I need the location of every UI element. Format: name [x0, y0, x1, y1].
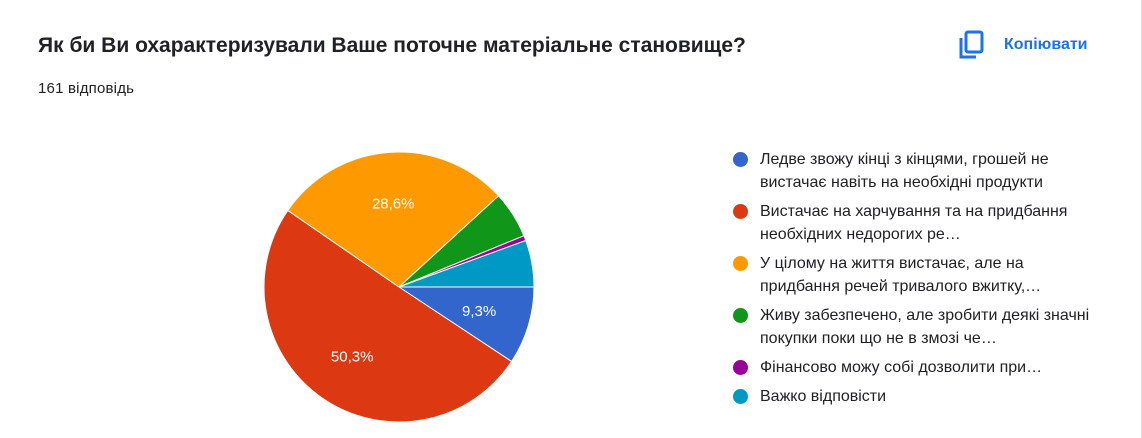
legend-item[interactable]: Живу забезпечено, але зробити деякі знач…: [733, 304, 1113, 350]
chart-legend: Ледве звожу кінці з кінцями, грошей не в…: [733, 148, 1113, 414]
copy-button-label: Копіювати: [1004, 36, 1088, 53]
legend-label: Важко відповісти: [760, 388, 887, 405]
pie-slice[interactable]: [287, 151, 500, 288]
slice-data-label: 28,6%: [372, 195, 415, 212]
question-title: Як би Ви охарактеризували Ваше поточне м…: [38, 34, 746, 57]
copy-button[interactable]: Копіювати: [958, 28, 1088, 62]
pie-slice[interactable]: [397, 286, 535, 363]
legend-label: Ледве звожу кінці з кінцями, грошей не в…: [760, 151, 1049, 191]
legend-marker: [733, 308, 748, 323]
copy-icon: [958, 30, 986, 60]
legend-label: Фінансово можу собі дозволити при…: [760, 359, 1043, 376]
response-count: 161 відповідь: [38, 80, 135, 97]
pie-slice[interactable]: [398, 239, 535, 288]
legend-marker: [733, 204, 748, 219]
legend-label: Живу забезпечено, але зробити деякі знач…: [760, 307, 1090, 347]
pie-slice[interactable]: [263, 209, 513, 423]
legend-label: Вистачає на харчування та на придбання н…: [760, 203, 1068, 243]
legend-item[interactable]: Ледве звожу кінці з кінцями, грошей не в…: [733, 148, 1113, 194]
legend-marker: [733, 152, 748, 167]
legend-item[interactable]: Вистачає на харчування та на придбання н…: [733, 200, 1113, 246]
legend-item[interactable]: Важко відповісти: [733, 385, 1113, 408]
legend-marker: [733, 389, 748, 404]
legend-marker: [733, 256, 748, 271]
legend-item[interactable]: Фінансово можу собі дозволити при…: [733, 356, 1113, 379]
slice-data-label: 9,3%: [462, 303, 496, 320]
legend-label: У цілому на життя вистачає, але на придб…: [760, 255, 1042, 295]
legend-marker: [733, 360, 748, 375]
legend-item[interactable]: У цілому на життя вистачає, але на придб…: [733, 252, 1113, 298]
slice-data-label: 50,3%: [331, 348, 374, 365]
